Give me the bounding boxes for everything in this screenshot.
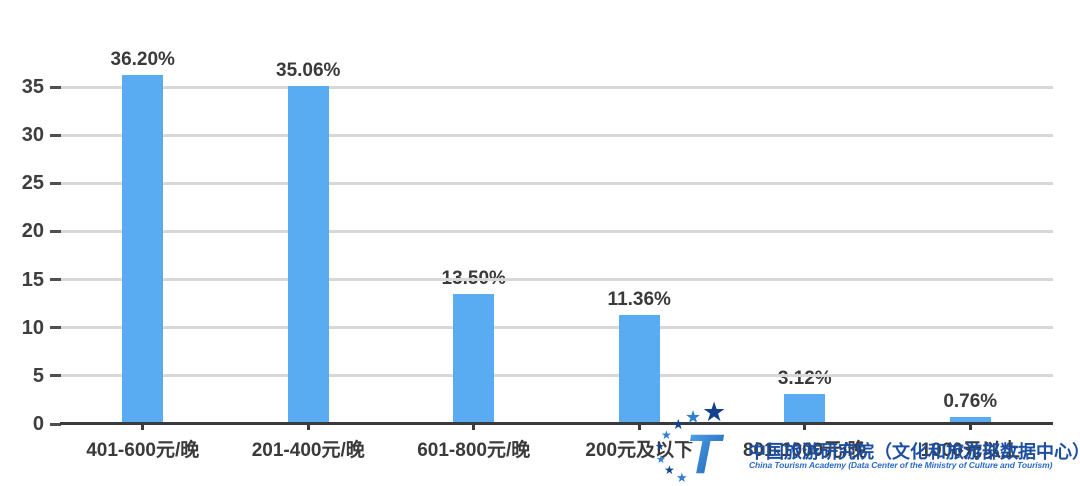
y-axis-tick-label: 10 <box>21 316 44 339</box>
bar-value-label: 0.76% <box>943 390 998 412</box>
x-axis-category-label: 801-1000元/晚 <box>742 440 867 461</box>
logo-t-icon: T <box>685 426 726 479</box>
watermark-org-name-cn: 中国旅游研究院（文化和旅游部数据中心） <box>748 442 1080 462</box>
x-axis-category-label: 401-600元/晚 <box>86 440 200 461</box>
bar <box>618 314 660 424</box>
x-axis-tick <box>306 425 310 430</box>
x-axis-tick <box>637 425 641 430</box>
china-tourism-academy-logo: ★ ★ ★ ★ ★ ★ ★ ★ T <box>638 392 788 485</box>
gridline <box>60 374 1053 378</box>
gridline <box>60 181 1053 185</box>
y-axis-tick <box>50 133 61 137</box>
x-axis-category-label: 201-400元/晚 <box>251 440 365 461</box>
x-axis-tick <box>803 425 807 430</box>
bar <box>784 393 826 424</box>
svg-text:T: T <box>686 426 725 479</box>
y-axis-tick-label: 20 <box>21 220 44 243</box>
bar <box>287 86 329 424</box>
bar-value-label: 11.36% <box>607 288 671 310</box>
y-axis-tick-label: 15 <box>21 268 44 291</box>
y-axis-tick <box>50 422 61 426</box>
bar <box>949 416 991 424</box>
bar-value-label: 35.06% <box>276 60 341 82</box>
y-axis-tick-label: 5 <box>32 364 44 387</box>
y-axis-tick <box>50 278 61 282</box>
gridline <box>60 326 1053 330</box>
bar <box>122 75 164 424</box>
y-axis-tick <box>50 326 61 330</box>
y-axis-tick <box>50 85 61 89</box>
star-icon: ★ <box>685 407 702 428</box>
x-axis-tick <box>968 425 972 430</box>
y-axis-tick-label: 25 <box>21 172 44 195</box>
x-axis-tick <box>141 425 145 430</box>
star-icon: ★ <box>655 440 665 453</box>
bar-value-label: 3.12% <box>777 367 832 389</box>
x-axis-category-label: 1000元以上 <box>920 440 1020 461</box>
bar <box>453 294 495 424</box>
y-axis-tick-label: 0 <box>32 413 44 435</box>
star-icon: ★ <box>672 417 685 433</box>
gridline <box>60 278 1053 282</box>
y-axis-tick-label: 30 <box>21 124 44 147</box>
y-axis-tick-label: 35 <box>21 76 44 98</box>
x-axis-line <box>60 422 1053 425</box>
y-axis-tick <box>50 229 61 233</box>
star-icon: ★ <box>661 428 672 442</box>
star-icon: ★ <box>664 463 675 477</box>
watermark-org-name-en: China Tourism Academy (Data Center of th… <box>749 460 1053 470</box>
x-axis-category-label: 601-800元/晚 <box>417 440 531 461</box>
x-axis-category-label: 200元及以下 <box>585 440 694 461</box>
star-icon: ★ <box>702 397 727 428</box>
star-icon: ★ <box>656 453 666 466</box>
x-axis-tick <box>472 425 476 430</box>
bar-value-label: 36.20% <box>110 49 175 71</box>
gridline <box>60 229 1053 233</box>
y-axis-tick <box>50 181 61 185</box>
y-axis-tick <box>50 374 61 378</box>
gridline <box>60 85 1053 89</box>
gridline <box>60 133 1053 137</box>
